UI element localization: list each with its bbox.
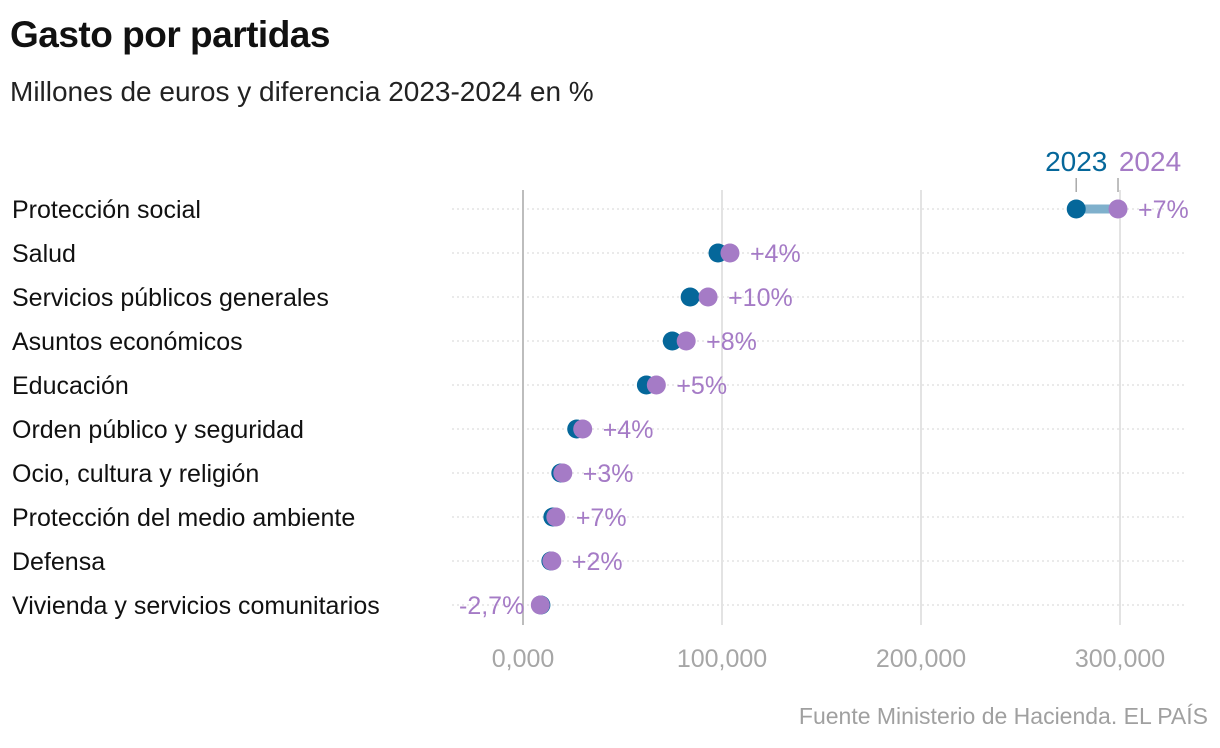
dot-2024 bbox=[546, 507, 566, 527]
change-label: +4% bbox=[603, 416, 654, 444]
dot-2024 bbox=[646, 375, 666, 395]
dot-2024 bbox=[573, 419, 593, 439]
category-label: Protección del medio ambiente bbox=[12, 504, 355, 532]
change-label: +3% bbox=[583, 460, 634, 488]
change-label: +2% bbox=[572, 548, 623, 576]
category-label: Asuntos económicos bbox=[12, 328, 243, 356]
dot-2024 bbox=[676, 331, 696, 351]
category-label: Servicios públicos generales bbox=[12, 284, 329, 312]
category-label: Orden público y seguridad bbox=[12, 416, 304, 444]
x-tick-label: 0,000 bbox=[492, 645, 555, 673]
change-label: +7% bbox=[576, 504, 627, 532]
category-label: Educación bbox=[12, 372, 129, 400]
change-label: -2,7% bbox=[459, 592, 524, 620]
category-label: Defensa bbox=[12, 548, 105, 576]
dot-2024 bbox=[553, 463, 573, 483]
dot-2023 bbox=[662, 331, 682, 351]
dot-2024 bbox=[1108, 199, 1128, 219]
dot-2024 bbox=[698, 287, 718, 307]
category-label: Vivienda y servicios comunitarios bbox=[12, 592, 380, 620]
chart-subtitle: Millones de euros y diferencia 2023-2024… bbox=[10, 76, 594, 107]
change-label: +5% bbox=[676, 372, 727, 400]
category-label: Ocio, cultura y religión bbox=[12, 460, 259, 488]
x-tick-label: 200,000 bbox=[876, 645, 966, 673]
change-label: +7% bbox=[1138, 196, 1189, 224]
change-label: +8% bbox=[706, 328, 757, 356]
source-note: Fuente Ministerio de Hacienda. EL PAÍS bbox=[798, 703, 1208, 729]
legend-2024: 2024 bbox=[1119, 146, 1181, 177]
dot-2024 bbox=[720, 243, 740, 263]
dot-2023 bbox=[1066, 199, 1086, 219]
dot-2024 bbox=[542, 551, 562, 571]
change-label: +4% bbox=[750, 240, 801, 268]
chart-title: Gasto por partidas bbox=[10, 14, 330, 55]
legend-2023: 2023 bbox=[1045, 146, 1107, 177]
category-label: Protección social bbox=[12, 196, 201, 224]
dot-2024 bbox=[530, 595, 550, 615]
x-tick-label: 100,000 bbox=[677, 645, 767, 673]
dot-2023 bbox=[680, 287, 700, 307]
category-label: Salud bbox=[12, 240, 76, 268]
x-tick-label: 300,000 bbox=[1075, 645, 1165, 673]
change-label: +10% bbox=[728, 284, 793, 312]
